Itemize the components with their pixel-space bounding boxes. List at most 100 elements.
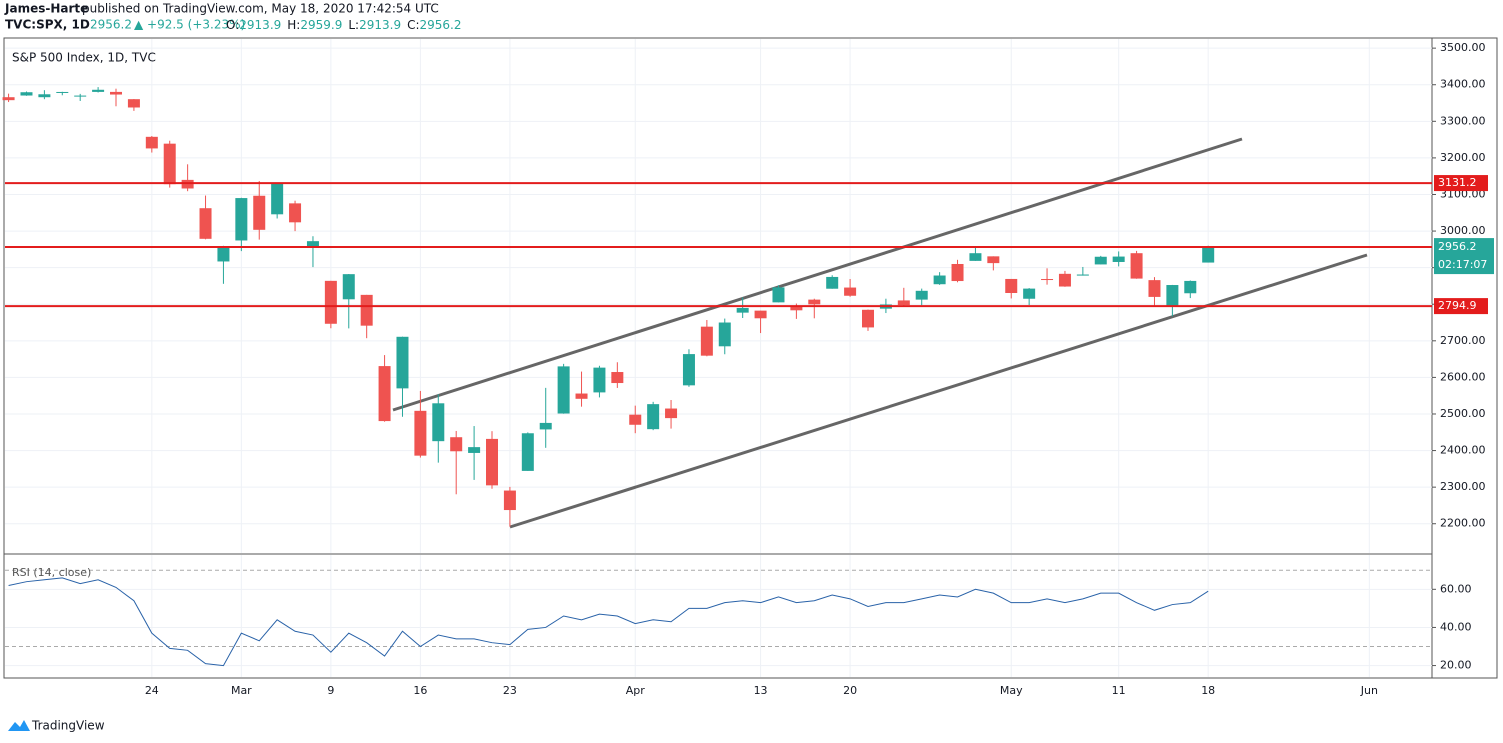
y-tick-label: 3200.00 [1440, 151, 1486, 164]
y-tick-label: 3500.00 [1440, 41, 1486, 54]
candle-body [987, 256, 1000, 264]
candle-body [486, 438, 499, 486]
ohlc-key: C: [407, 18, 419, 32]
x-tick-label: Apr [626, 684, 646, 697]
candle-body [342, 274, 355, 300]
y-tick-label: 20.00 [1440, 659, 1472, 672]
candle-body [969, 253, 982, 261]
y-tick-label: 3400.00 [1440, 78, 1486, 91]
y-tick-label: 2400.00 [1440, 444, 1486, 457]
candle-body [20, 92, 33, 96]
x-tick-label: Mar [231, 684, 252, 697]
candle-body [1094, 256, 1107, 265]
channel-lower [509, 253, 1368, 529]
candle-body [1202, 247, 1215, 263]
price: 2956.2 [90, 18, 132, 32]
y-tick-label: 2600.00 [1440, 370, 1486, 383]
candle-body [647, 404, 660, 430]
candle-body [593, 367, 606, 393]
candle-body [378, 366, 391, 422]
chart-title: S&P 500 Index, 1D, TVC [12, 51, 156, 65]
candle-body [414, 410, 427, 456]
candle-body [844, 287, 857, 296]
change: ▲ +92.5 (+3.23%) [134, 18, 245, 32]
rsi-line [8, 577, 1209, 667]
level-tag [1434, 175, 1488, 192]
candle-body [1112, 256, 1125, 262]
candle-body [235, 198, 248, 241]
rsi-title: RSI (14, close) [12, 566, 91, 579]
candle-body [38, 94, 51, 98]
x-tick-label: 20 [843, 684, 857, 697]
candle-body [862, 309, 875, 328]
candle-body [1148, 280, 1161, 297]
candle-body [682, 354, 695, 386]
candle-body [1184, 280, 1197, 294]
ohlc-key: H: [287, 18, 300, 32]
candle-body [324, 280, 337, 324]
candle-body [772, 287, 785, 303]
candle-body [754, 310, 767, 319]
level-label: 2794.9 [1438, 299, 1477, 312]
candle-body [1076, 274, 1089, 276]
candle-body [1005, 278, 1018, 294]
candle-body [396, 336, 409, 389]
candle-body [217, 247, 230, 262]
x-tick-label: Jun [1360, 684, 1378, 697]
candle-body [1166, 285, 1179, 307]
candle-body [575, 393, 588, 399]
price-label: 2956.2 [1438, 240, 1477, 253]
logo [8, 720, 30, 731]
published: published on TradingView.com, May 18, 20… [82, 2, 439, 16]
ohlc-key: L: [348, 18, 359, 32]
x-tick-label: May [1000, 684, 1023, 697]
candle-body [145, 136, 158, 149]
candle-body [629, 414, 642, 425]
y-tick-label: 2200.00 [1440, 517, 1486, 530]
candle-body [1130, 253, 1143, 279]
candle-body [808, 299, 821, 305]
candle-body [503, 490, 516, 511]
candle-body [951, 263, 964, 282]
candle-body [790, 305, 803, 311]
price-tag [1434, 238, 1494, 275]
countdown: 02:17:07 [1438, 258, 1487, 271]
y-tick-label: 2300.00 [1440, 480, 1486, 493]
y-tick-label: 2700.00 [1440, 334, 1486, 347]
candle-body [915, 290, 928, 300]
author: James-Harte [4, 2, 88, 16]
candle-body [1041, 279, 1054, 281]
brand: TradingView [31, 719, 105, 733]
candle-body [700, 326, 713, 356]
candle-body [897, 300, 910, 306]
x-tick-label: 18 [1201, 684, 1215, 697]
candle-body [127, 99, 140, 108]
candle-body [253, 195, 266, 230]
y-tick-label: 40.00 [1440, 620, 1472, 633]
candle-body [611, 372, 624, 384]
candle-body [450, 437, 463, 452]
symbol: TVC:SPX, 1D [5, 18, 90, 32]
plot [5, 39, 1432, 677]
y-tick-label: 3000.00 [1440, 224, 1486, 237]
level-tag [1434, 298, 1488, 315]
candle-body [360, 294, 373, 326]
candle-body [718, 322, 731, 347]
ohlc-value: 2956.2 [420, 18, 462, 32]
candle-body [56, 91, 69, 93]
channel-upper [392, 137, 1243, 412]
x-tick-label: 11 [1112, 684, 1126, 697]
candle-body [521, 433, 534, 471]
x-tick-label: 9 [327, 684, 334, 697]
candle-body [933, 275, 946, 285]
ohlc-key: O: [226, 18, 239, 32]
candle-body [181, 179, 194, 189]
candle-body [92, 89, 105, 92]
candle-body [289, 203, 302, 223]
x-tick-label: 24 [145, 684, 159, 697]
ohlc-value: 2913.9 [239, 18, 281, 32]
x-tick-label: 13 [754, 684, 768, 697]
y-tick-label: 3300.00 [1440, 114, 1486, 127]
